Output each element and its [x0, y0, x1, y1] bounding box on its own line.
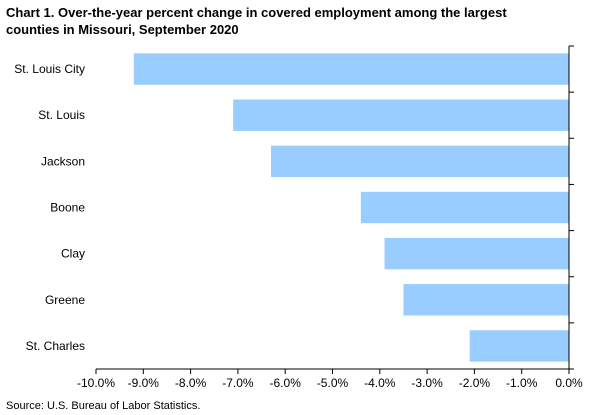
source-note: Source: U.S. Bureau of Labor Statistics. [6, 400, 201, 412]
bar-jackson [271, 145, 569, 178]
category-label: Greene [45, 293, 85, 307]
category-label: Jackson [41, 154, 85, 168]
bar-st-louis [233, 99, 570, 131]
bar-clay [384, 237, 569, 270]
category-label: Clay [61, 247, 85, 261]
category-label: St. Charles [26, 339, 85, 353]
x-tick-label: -4.0% [364, 376, 396, 390]
x-tick-label: -7.0% [222, 376, 254, 390]
chart-title-line-2: counties in Missouri, September 2020 [6, 22, 239, 37]
x-tick-label: -2.0% [459, 376, 491, 390]
x-tick-label: 0.0% [555, 376, 583, 390]
category-label: Boone [50, 201, 85, 215]
x-tick-label: -8.0% [175, 376, 207, 390]
chart-title: Chart 1. Over-the-year percent change in… [6, 4, 586, 38]
bar-greene [403, 284, 569, 316]
bar-st-charles [469, 330, 569, 362]
chart-title-line-1: Chart 1. Over-the-year percent change in… [6, 5, 507, 20]
x-tick-label: -1.0% [506, 376, 538, 390]
x-tick-label: -6.0% [270, 376, 302, 390]
x-tick-label: -9.0% [128, 376, 160, 390]
bar-st-louis-city [133, 53, 569, 85]
category-label: St. Louis [38, 108, 85, 122]
category-label: St. Louis City [14, 62, 85, 76]
x-tick-label: -10.0% [77, 376, 115, 390]
x-tick-label: -5.0% [317, 376, 349, 390]
bar-boone [360, 191, 569, 224]
x-tick-label: -3.0% [411, 376, 443, 390]
